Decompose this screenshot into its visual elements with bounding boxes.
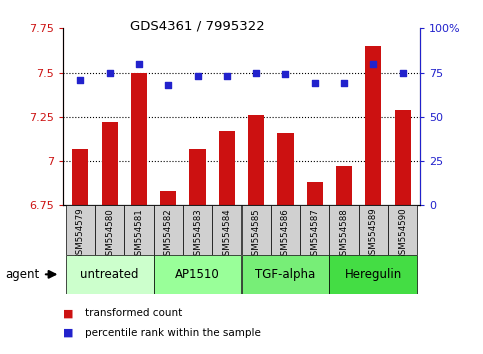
Point [194,73,201,79]
Bar [359,205,388,255]
Text: GSM554584: GSM554584 [222,208,231,261]
Point [311,80,319,86]
Bar [154,205,183,255]
Text: ■: ■ [63,328,73,338]
Text: percentile rank within the sample: percentile rank within the sample [85,328,260,338]
Bar [124,205,154,255]
Point [369,61,377,67]
Bar [72,149,88,205]
Text: GSM554582: GSM554582 [164,208,173,261]
Bar [271,205,300,255]
Bar [154,255,242,294]
Point [223,73,231,79]
Text: Heregulin: Heregulin [345,268,402,281]
Bar [189,149,206,205]
Point [76,77,84,82]
Bar [212,205,242,255]
Point [164,82,172,88]
Text: GDS4361 / 7995322: GDS4361 / 7995322 [130,19,265,33]
Bar [219,131,235,205]
Text: GSM554581: GSM554581 [134,208,143,261]
Text: transformed count: transformed count [85,308,182,318]
Bar [95,205,124,255]
Text: GSM554586: GSM554586 [281,208,290,261]
Text: GSM554579: GSM554579 [76,208,85,261]
Bar [277,133,294,205]
Bar [242,205,271,255]
Text: GSM554580: GSM554580 [105,208,114,261]
Text: agent: agent [5,268,39,281]
Bar [66,255,154,294]
Point [340,80,348,86]
Bar [66,205,95,255]
Bar [329,255,417,294]
Bar [300,205,329,255]
Bar [395,110,411,205]
Text: GSM554590: GSM554590 [398,208,407,261]
Text: GSM554585: GSM554585 [252,208,261,261]
Text: AP1510: AP1510 [175,268,220,281]
Bar [388,205,417,255]
Bar [183,205,212,255]
Text: GSM554583: GSM554583 [193,208,202,261]
Text: GSM554589: GSM554589 [369,208,378,261]
Text: GSM554587: GSM554587 [310,208,319,261]
Bar [336,166,352,205]
Bar [329,205,359,255]
Bar [131,73,147,205]
Text: GSM554588: GSM554588 [340,208,349,261]
Point [135,61,143,67]
Point [282,72,289,77]
Point [252,70,260,75]
Text: ■: ■ [63,308,73,318]
Bar [365,46,382,205]
Bar [307,182,323,205]
Text: untreated: untreated [80,268,139,281]
Bar [101,122,118,205]
Bar [242,255,329,294]
Bar [248,115,264,205]
Point [399,70,407,75]
Point [106,70,114,75]
Bar [160,191,176,205]
Text: TGF-alpha: TGF-alpha [256,268,315,281]
